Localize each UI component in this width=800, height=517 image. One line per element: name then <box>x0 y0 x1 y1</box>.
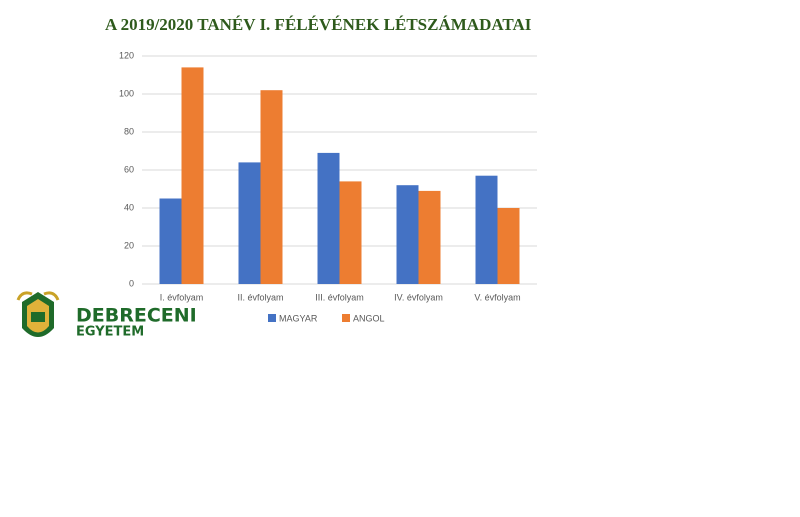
x-tick-label: III. évfolyam <box>315 292 364 302</box>
y-tick-label: 80 <box>124 126 134 136</box>
y-tick-label: 60 <box>124 164 134 174</box>
y-tick-label: 0 <box>129 278 134 288</box>
bar <box>497 208 520 284</box>
y-tick-label: 120 <box>119 50 134 60</box>
legend-swatch <box>268 314 276 322</box>
bar <box>339 181 362 284</box>
y-tick-label: 100 <box>119 88 134 98</box>
x-tick-label: V. évfolyam <box>474 292 520 302</box>
bar <box>317 152 340 284</box>
x-tick-label: I. évfolyam <box>160 292 204 302</box>
bar <box>418 190 441 284</box>
logo-emblem <box>16 291 60 337</box>
bar <box>396 185 419 284</box>
bar <box>475 175 498 284</box>
logo-text: EGYETEM <box>76 325 144 340</box>
bar <box>181 67 204 285</box>
logo-text: DEBRECENI <box>76 305 197 327</box>
x-tick-label: II. évfolyam <box>237 292 283 302</box>
bar <box>238 162 261 284</box>
x-tick-label: IV. évfolyam <box>394 292 443 302</box>
chart-title: A 2019/2020 TANÉV I. FÉLÉVÉNEK LÉTSZÁMAD… <box>105 15 532 34</box>
legend-label: ANGOL <box>353 313 385 323</box>
y-tick-label: 40 <box>124 202 134 212</box>
y-tick-label: 20 <box>124 240 134 250</box>
legend-label: MAGYAR <box>279 313 318 323</box>
legend-swatch <box>342 314 350 322</box>
bar <box>260 90 283 284</box>
bar <box>159 198 182 284</box>
